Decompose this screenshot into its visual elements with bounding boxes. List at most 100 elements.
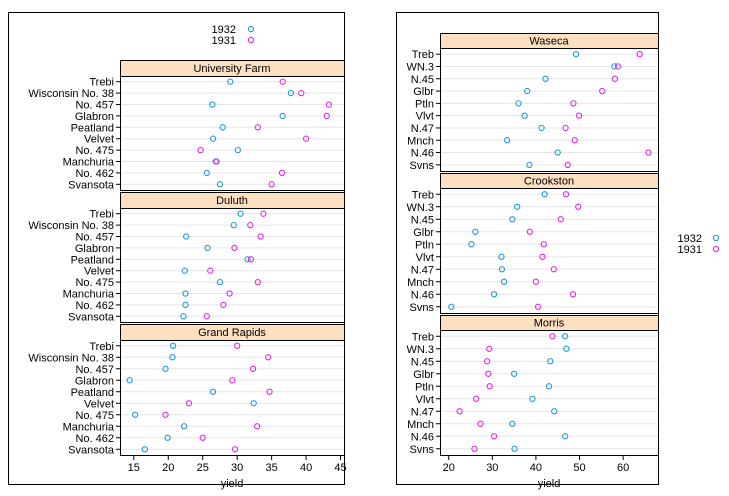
point-grand-rapids-1932-peatland — [209, 388, 217, 395]
point-crookston-1931-n-45 — [557, 216, 564, 223]
point-university-farm-1931-no-457 — [325, 101, 332, 108]
point-duluth-1931-peatland — [247, 256, 255, 263]
y-tick-label-mnch: Mnch — [407, 419, 434, 431]
point-duluth-1931-no-457 — [257, 233, 264, 240]
point-grand-rapids-1931-no-475 — [162, 411, 169, 418]
point-morris-1931-wn-3 — [486, 345, 493, 352]
point-grand-rapids-1932-svansota — [141, 446, 148, 453]
panel-box-morris — [440, 330, 659, 456]
y-tick-label-n-46: N.46 — [411, 289, 434, 301]
point-morris-1931-vlvt — [473, 395, 480, 402]
y-tick-label-no-475: No. 475 — [75, 277, 114, 289]
point-duluth-1932-no-457 — [183, 233, 190, 240]
x-tick-label-20: 20 — [162, 462, 174, 474]
y-tick-label-manchuria: Manchuria — [63, 421, 115, 433]
point-duluth-1932-velvet — [181, 267, 188, 274]
point-crookston-1932-n-47 — [498, 266, 506, 273]
y-tick-label-no-475: No. 475 — [75, 145, 114, 157]
y-tick-label-wn-3: WN.3 — [407, 61, 435, 73]
point-university-farm-1931-wisconsin-no-38 — [298, 89, 305, 97]
y-tick-label-svansota: Svansota — [68, 311, 115, 323]
y-tick-label-glbr: Glbr — [413, 227, 434, 239]
y-tick-label-n-47: N.47 — [411, 264, 434, 276]
y-tick-label-ptln: Ptln — [415, 239, 434, 251]
y-tick-label-wisconsin-no-38: Wisconsin No. 38 — [28, 88, 114, 100]
point-duluth-1931-no-462 — [220, 301, 227, 309]
point-crookston-1932-svns — [448, 303, 455, 310]
point-university-farm-1932-no-462 — [203, 169, 210, 177]
y-tick-label-svns: Svns — [410, 160, 435, 172]
y-tick-label-n-45: N.45 — [411, 74, 434, 86]
legend-label-1931: 1931 — [678, 244, 702, 256]
y-tick-label-svansota: Svansota — [68, 444, 115, 456]
y-tick-label-svns: Svns — [410, 444, 435, 456]
point-morris-1932-n-47 — [551, 408, 558, 415]
y-tick-label-manchuria: Manchuria — [63, 157, 115, 169]
point-duluth-1931-no-475 — [254, 278, 261, 286]
y-tick-label-trebi: Trebi — [89, 77, 114, 89]
point-waseca-1931-svns — [564, 161, 571, 168]
y-tick-label-n-46: N.46 — [411, 431, 434, 443]
point-crookston-1932-treb — [541, 191, 548, 198]
point-duluth-1932-no-462 — [182, 301, 189, 309]
y-tick-label-glbr: Glbr — [413, 369, 434, 381]
point-duluth-1932-wisconsin-no-38 — [230, 221, 237, 229]
point-grand-rapids-1932-glabron — [126, 377, 133, 384]
point-morris-1931-svns — [471, 445, 478, 452]
point-waseca-1931-treb — [636, 51, 643, 58]
point-university-farm-1932-velvet — [209, 135, 217, 142]
y-tick-label-no-462: No. 462 — [75, 168, 114, 180]
point-waseca-1931-n-46 — [645, 149, 652, 156]
point-morris-1931-n-46 — [490, 433, 498, 440]
point-waseca-1932-mnch — [503, 137, 511, 144]
y-tick-label-vlvt: Vlvt — [416, 394, 434, 406]
point-waseca-1932-n-45 — [542, 75, 549, 82]
x-tick-label-30: 30 — [486, 462, 498, 474]
point-crookston-1931-treb — [562, 191, 570, 198]
point-university-farm-1932-no-457 — [209, 101, 216, 108]
x-axis-title: yield — [221, 478, 244, 490]
point-grand-rapids-1932-no-462 — [164, 434, 171, 441]
point-morris-1932-wn-3 — [563, 345, 570, 352]
point-grand-rapids-1932-wisconsin-no-38 — [169, 354, 176, 361]
point-duluth-1931-svansota — [203, 313, 210, 320]
point-morris-1931-mnch — [477, 420, 484, 427]
point-grand-rapids-1931-svansota — [231, 446, 239, 453]
point-morris-1931-ptln — [486, 383, 493, 390]
panel-crookston: Crookston TrebWN.3N.45GlbrPtlnVlvtN.47Mnc… — [407, 173, 659, 314]
y-tick-label-no-457: No. 457 — [75, 232, 114, 244]
y-tick-label-glabron: Glabron — [75, 111, 114, 123]
y-tick-label-no-457: No. 457 — [75, 364, 114, 376]
point-waseca-1931-wn-3 — [614, 63, 622, 70]
y-tick-label-n-47: N.47 — [411, 123, 434, 135]
point-university-farm-1931-peatland — [254, 124, 261, 131]
point-waseca-1932-wn-3 — [611, 63, 618, 70]
point-morris-1932-svns — [511, 445, 518, 452]
x-axis-chart-1: 15 20 25 30 35 40 45 yield — [128, 455, 347, 490]
strip-label-grand-rapids: Grand Rapids — [198, 327, 266, 339]
point-grand-rapids-1931-no-457 — [249, 365, 257, 372]
point-duluth-1932-glabron — [204, 244, 211, 252]
y-tick-label-ptln: Ptln — [415, 381, 434, 393]
point-waseca-1931-n-45 — [611, 75, 618, 82]
y-tick-label-treb: Treb — [412, 49, 434, 61]
legend-label-1931: 1931 — [212, 35, 236, 47]
point-waseca-1932-vlvt — [521, 112, 528, 119]
y-tick-label-peatland: Peatland — [71, 254, 114, 266]
x-tick-label-35: 35 — [266, 462, 278, 474]
point-grand-rapids-1931-peatland — [266, 388, 273, 395]
x-tick-label-40: 40 — [300, 462, 312, 474]
x-axis-chart-2: 20 30 40 50 60 yield — [443, 455, 629, 490]
point-grand-rapids-1931-trebi — [234, 342, 241, 349]
point-waseca-1931-n-47 — [562, 124, 569, 132]
point-waseca-1932-glbr — [524, 87, 531, 95]
legend-key-1932 — [247, 25, 255, 33]
legend-key-1931 — [247, 36, 255, 44]
x-tick-label-40: 40 — [530, 462, 542, 474]
y-tick-label-wisconsin-no-38: Wisconsin No. 38 — [28, 220, 114, 232]
point-duluth-1931-wisconsin-no-38 — [247, 221, 254, 229]
